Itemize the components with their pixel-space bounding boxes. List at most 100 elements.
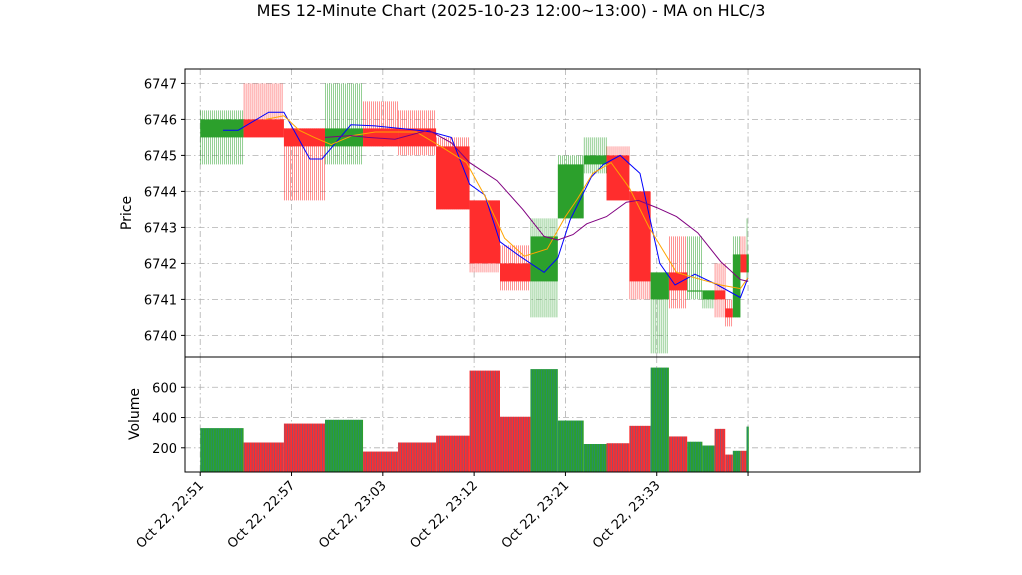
candle-body (469, 200, 500, 264)
candle-body (740, 254, 747, 273)
volume-tick-label: 200 (152, 442, 177, 457)
volume-bar (702, 445, 715, 472)
candle (687, 236, 703, 300)
candle (714, 263, 726, 318)
candle (746, 218, 749, 282)
candle (469, 200, 500, 273)
volume-bar-fill (283, 423, 325, 472)
volume-bar (740, 450, 747, 472)
volume-bar-fill (500, 416, 531, 472)
candle (500, 245, 531, 291)
volume-panel-frame (184, 356, 921, 473)
volume-bar-fill (469, 370, 500, 472)
candle (583, 137, 607, 174)
candle-body (687, 290, 703, 292)
volume-bar-fill (363, 451, 399, 472)
x-tick-label: Oct 22, 23:03 (316, 478, 389, 551)
volume-bar-fill (629, 425, 651, 472)
candle (629, 191, 651, 300)
volume-bar-fill (398, 442, 437, 472)
candle-body (714, 290, 726, 300)
volume-bar (283, 423, 326, 472)
x-tick-label: Oct 22, 22:51 (134, 478, 207, 551)
volume-bar (732, 450, 741, 472)
candle (243, 83, 284, 138)
volume-bar (530, 369, 558, 472)
candle (668, 236, 688, 309)
candle (325, 83, 364, 165)
price-tick-label: 6744 (144, 185, 177, 200)
x-tick-label: Oct 22, 23:12 (407, 478, 480, 551)
volume-bar (606, 443, 630, 472)
candle (363, 101, 399, 147)
volume-bar (243, 442, 284, 472)
volume-bar-fill (668, 436, 688, 472)
candle-body (436, 146, 470, 210)
candle-body (500, 263, 531, 282)
candle-body (732, 254, 741, 318)
volume-bar (398, 442, 437, 472)
candle-body (325, 128, 364, 147)
volume-bar-fill (714, 428, 726, 472)
candle (740, 236, 747, 273)
volume-bar (325, 419, 364, 472)
candle-body (668, 272, 688, 291)
candle (200, 110, 244, 165)
price-tick-label: 6745 (144, 149, 177, 164)
volume-bar-fill (436, 435, 470, 472)
candle-body (283, 128, 325, 147)
candle-body (200, 119, 244, 138)
candle (732, 236, 741, 318)
volume-tick-label: 400 (152, 412, 177, 427)
candle-body (650, 272, 669, 300)
volume-bar-fill (732, 450, 741, 472)
volume-bar (650, 367, 669, 472)
volume-bar-fill (740, 450, 747, 472)
candle (725, 299, 733, 327)
candle (283, 128, 325, 201)
x-tick-label: Oct 22, 23:21 (499, 478, 572, 551)
price-y-ticks: 6740 6741 6742 6743 6744 6745 6746 6747 (144, 77, 185, 344)
x-tick-label: Oct 22, 23:33 (590, 478, 663, 551)
price-grid (185, 69, 920, 357)
volume-bar-fill (687, 441, 703, 472)
candle (650, 272, 669, 354)
candle-body (583, 155, 607, 165)
price-axis-label: Price (119, 196, 135, 230)
chart-title: MES 12-Minute Chart (2025-10-23 12:00~13… (257, 1, 766, 20)
candle (436, 137, 470, 210)
price-tick-label: 6747 (144, 77, 177, 92)
candle (530, 218, 558, 318)
volume-bar-fill (325, 419, 364, 472)
volume-bar (668, 436, 688, 472)
candle-body (702, 290, 715, 300)
price-candles (200, 83, 749, 354)
candle-body (629, 191, 651, 282)
candle-body (530, 236, 558, 282)
price-panel-frame (184, 68, 921, 358)
volume-bar (557, 420, 584, 472)
volume-bar (714, 428, 726, 472)
volume-bar-fill (200, 428, 244, 472)
candle-body (557, 164, 584, 219)
volume-bar (583, 444, 607, 472)
price-tick-label: 6746 (144, 113, 177, 128)
volume-bar (500, 416, 531, 472)
volume-bar-fill (557, 420, 584, 472)
volume-bars (200, 367, 749, 472)
candle-body (606, 155, 630, 201)
candle-body (398, 128, 437, 147)
price-tick-label: 6741 (144, 293, 177, 308)
volume-bar (363, 451, 399, 472)
moving-average-line (324, 129, 749, 282)
volume-y-ticks: 200 400 600 (152, 381, 185, 457)
volume-bar (629, 425, 651, 472)
volume-bar (725, 454, 733, 472)
volume-bar-fill (725, 454, 733, 472)
candle-body (243, 119, 284, 138)
x-ticks: Oct 22, 22:51 Oct 22, 22:57 Oct 22, 23:03 O… (134, 472, 749, 552)
candle-body (725, 308, 733, 318)
candle (606, 146, 630, 201)
candle-body (746, 254, 749, 273)
